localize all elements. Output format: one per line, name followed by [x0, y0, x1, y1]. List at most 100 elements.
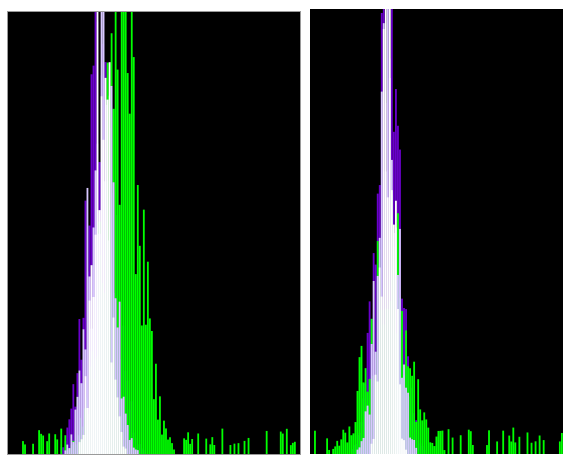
- histogram-bar: [78, 442, 81, 454]
- histogram-bar: [467, 429, 470, 454]
- histogram-bar: [358, 357, 361, 454]
- histogram-bar: [431, 442, 434, 454]
- histogram-bar: [167, 439, 169, 454]
- histogram-bar: [413, 440, 416, 454]
- histogram-bar: [441, 430, 444, 454]
- histogram-bar: [386, 197, 389, 454]
- histogram-bar: [183, 438, 186, 454]
- histogram-bar: [134, 449, 137, 454]
- histogram-bar: [413, 361, 416, 454]
- histogram-bar: [108, 62, 111, 454]
- histogram-bar: [211, 437, 214, 454]
- histogram-bar: [433, 446, 436, 454]
- histogram-bar: [451, 437, 454, 454]
- histogram-bar: [116, 327, 119, 454]
- histogram-panel-right: [310, 9, 563, 454]
- histogram-bar: [376, 275, 379, 454]
- histogram-bar: [437, 430, 440, 454]
- histogram-bar: [82, 434, 85, 454]
- histogram-bar: [421, 420, 424, 454]
- histogram-bar: [409, 437, 411, 454]
- histogram-bar: [447, 429, 450, 454]
- histogram-bar: [124, 413, 127, 454]
- histogram-bar: [399, 228, 401, 454]
- histogram-bar: [314, 430, 316, 454]
- histogram-bar: [409, 368, 411, 454]
- histogram-bar: [358, 447, 361, 454]
- histogram-bar: [395, 200, 397, 454]
- histogram-bar: [356, 390, 359, 454]
- histogram-bar: [514, 442, 517, 454]
- histogram-bar: [362, 437, 365, 454]
- histogram-bar: [165, 428, 167, 454]
- histogram-bar: [502, 430, 505, 454]
- histogram-bar: [42, 435, 45, 454]
- histogram-bar: [126, 425, 129, 454]
- histogram-bar: [171, 443, 173, 454]
- histogram-bar: [374, 374, 377, 454]
- histogram-bar: [384, 9, 387, 454]
- histogram-bar: [80, 439, 83, 454]
- histogram-bar: [427, 427, 430, 454]
- histogram-bar: [197, 433, 200, 454]
- histogram-bar: [138, 245, 141, 454]
- histogram-bar: [157, 419, 159, 454]
- histogram-bar: [419, 409, 422, 454]
- histogram-bar: [140, 325, 143, 454]
- histogram-bar: [233, 443, 236, 454]
- histogram-bar: [390, 190, 393, 454]
- histogram-bar: [496, 441, 499, 454]
- histogram-bar: [354, 422, 357, 454]
- histogram-bar: [74, 409, 77, 454]
- histogram-bar: [360, 345, 363, 454]
- histogram-bar: [526, 432, 529, 454]
- histogram-bar: [411, 439, 414, 454]
- histogram-bar: [399, 384, 401, 454]
- histogram-bar: [560, 432, 563, 454]
- histogram-bar: [159, 396, 161, 454]
- histogram-bar: [122, 396, 125, 454]
- histogram-bar: [62, 447, 65, 454]
- histogram-bar: [124, 448, 127, 454]
- histogram-bar: [54, 434, 57, 454]
- histogram-bar: [336, 440, 339, 454]
- histogram-bar: [64, 450, 67, 454]
- histogram-bar: [338, 445, 341, 454]
- histogram-right-plot: [314, 9, 563, 454]
- histogram-bar: [126, 73, 129, 454]
- histogram-bar: [86, 187, 89, 454]
- histogram-bar: [518, 436, 521, 454]
- histogram-bar: [94, 234, 97, 454]
- histogram-bar: [72, 442, 75, 454]
- histogram-bar: [185, 439, 188, 454]
- histogram-bar: [346, 442, 349, 454]
- histogram-panel-left: [7, 11, 301, 455]
- histogram-bar: [486, 445, 488, 454]
- histogram-bar: [366, 405, 369, 454]
- histogram-bar: [68, 448, 71, 454]
- histogram-bar: [342, 429, 345, 454]
- histogram-bar: [102, 139, 105, 454]
- histogram-bar: [243, 440, 246, 454]
- histogram-bar: [110, 85, 113, 454]
- histogram-bar: [279, 431, 282, 454]
- histogram-bar: [120, 431, 123, 454]
- histogram-bar: [40, 433, 43, 454]
- histogram-bar: [132, 447, 135, 454]
- histogram-bar: [122, 446, 125, 454]
- histogram-bar: [98, 210, 101, 454]
- histogram-bar: [376, 381, 379, 454]
- histogram-bar: [512, 427, 515, 454]
- histogram-bar: [360, 441, 363, 454]
- histogram-bar: [114, 12, 117, 454]
- histogram-bar: [56, 439, 59, 454]
- histogram-bar: [469, 431, 472, 454]
- histogram-bar: [124, 12, 127, 454]
- histogram-bar: [439, 430, 442, 454]
- histogram-bar: [356, 449, 359, 454]
- histogram-bar: [72, 384, 75, 454]
- histogram-bar: [289, 445, 292, 454]
- histogram-bar: [148, 318, 151, 454]
- histogram-bar: [68, 419, 71, 454]
